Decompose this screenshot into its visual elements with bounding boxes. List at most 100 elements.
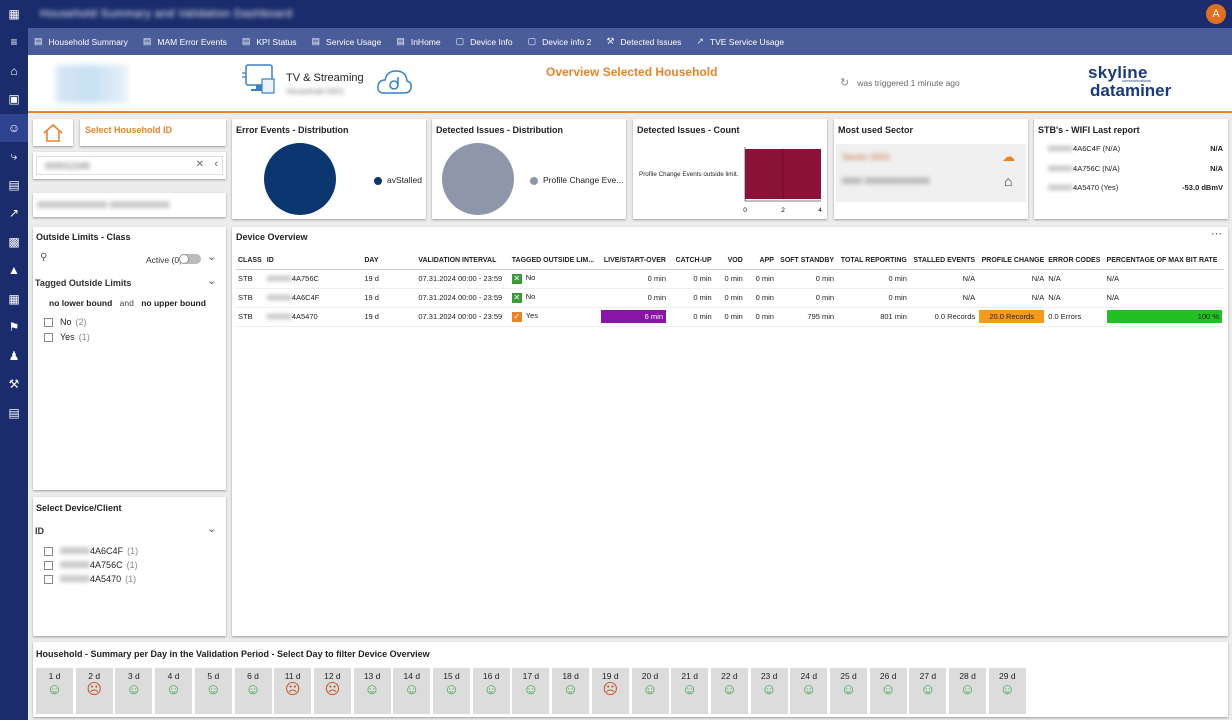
column-header[interactable]: CATCH-UP — [668, 252, 714, 270]
day-tile[interactable]: 16 d ☺ — [472, 668, 510, 714]
user-icon[interactable]: ☺ — [0, 113, 28, 142]
day-tile[interactable]: 5 d ☺ — [194, 668, 232, 714]
day-tile[interactable]: 13 d ☺ — [353, 668, 391, 714]
nav-label: MAM Error Events — [157, 36, 227, 47]
refresh-icon[interactable]: ↻ — [840, 77, 850, 89]
people-icon[interactable]: ♟ — [8, 348, 20, 363]
network-icon[interactable]: ⚑ — [8, 320, 20, 335]
checkbox[interactable] — [44, 318, 53, 328]
day-tile[interactable]: 3 d ☺ — [115, 668, 153, 714]
class-option[interactable]: No (2) — [44, 317, 90, 328]
checkbox[interactable] — [44, 561, 53, 571]
chevron-down-icon[interactable]: ⌄ — [207, 251, 217, 263]
column-header[interactable]: VALIDATION INTERVAL — [416, 252, 510, 270]
day-tile[interactable]: 20 d ☺ — [631, 668, 669, 714]
day-tile[interactable]: 24 d ☺ — [790, 668, 828, 714]
day-tile[interactable]: 4 d ☺ — [155, 668, 193, 714]
wrench-icon[interactable]: ⚒ — [8, 377, 20, 392]
nav-item-device-info[interactable]: ▢ Device Info — [456, 36, 513, 47]
cell-id: 0000004A6C4F — [264, 288, 363, 308]
nav-item-mam-error-events[interactable]: ▤ MAM Error Events — [143, 36, 227, 47]
chevron-down-icon[interactable]: ⌄ — [207, 275, 217, 287]
search-icon[interactable]: ⚲ — [40, 252, 48, 263]
clear-icon[interactable]: ✕ — [195, 159, 204, 170]
layout-icon[interactable]: ▦ — [8, 291, 20, 306]
column-header[interactable]: PERCENTAGE OF MAX BIT RATE — [1104, 252, 1224, 270]
nav-item-kpi-status[interactable]: ▤ KPI Status — [242, 36, 297, 47]
app-grid-icon[interactable]: ▦ — [8, 7, 20, 21]
menu-icon[interactable]: ≡ — [10, 35, 18, 50]
day-tile[interactable]: 27 d ☺ — [909, 668, 947, 714]
chevron-left-icon[interactable]: ‹ — [214, 158, 218, 170]
bar-chart-icon[interactable]: ▩ — [8, 234, 20, 249]
nav-item-inhome[interactable]: ▤ InHome — [396, 36, 440, 47]
select-household-button[interactable]: Select Household ID — [80, 119, 226, 146]
day-tile[interactable]: 2 d ☹ — [75, 668, 113, 714]
home-button[interactable] — [33, 119, 73, 146]
column-header[interactable]: VOD — [713, 252, 745, 270]
nav-item-service-usage[interactable]: ▤ Service Usage — [312, 36, 382, 47]
monitor-icon[interactable]: ▣ — [8, 92, 20, 107]
day-tile[interactable]: 19 d ☹ — [591, 668, 629, 714]
column-header[interactable]: LIVE/START-OVER — [599, 252, 668, 270]
day-tile[interactable]: 11 d ☹ — [274, 668, 312, 714]
day-tile[interactable]: 1 d ☺ — [36, 668, 73, 714]
area-chart-icon[interactable]: ▲ — [8, 263, 20, 278]
trend-icon[interactable]: ↗ — [8, 206, 20, 221]
day-tile[interactable]: 17 d ☺ — [512, 668, 550, 714]
day-tile[interactable]: 18 d ☺ — [552, 668, 590, 714]
table-row[interactable]: STB 0000004A6C4F 19 d 07.31.2024 00:00 - 23… — [236, 288, 1224, 308]
column-header[interactable]: DAY — [362, 252, 417, 270]
nav-item-detected-issues[interactable]: ⚒ Detected Issues — [606, 36, 681, 47]
column-header[interactable]: ID — [264, 252, 363, 270]
checkbox[interactable] — [44, 547, 53, 557]
smiley-happy-icon: ☺ — [126, 681, 142, 698]
class-option[interactable]: Yes (1) — [44, 332, 90, 343]
day-tile[interactable]: 6 d ☺ — [234, 668, 272, 714]
nav-item-device-info-2[interactable]: ▢ Device info 2 — [528, 36, 592, 47]
day-tile[interactable]: 21 d ☺ — [671, 668, 709, 714]
avatar[interactable]: A — [1206, 4, 1226, 24]
device-option[interactable]: 0000004A5470 (1) — [44, 574, 138, 585]
table-row[interactable]: STB 0000004A5470 19 d 07.31.2024 00:00 - 23… — [236, 307, 1224, 327]
share-icon[interactable]: ⤷ — [10, 148, 18, 163]
home-icon[interactable]: ⌂ — [10, 63, 18, 78]
day-tile[interactable]: 12 d ☹ — [313, 668, 351, 714]
day-tile[interactable]: 22 d ☺ — [710, 668, 748, 714]
column-header[interactable]: ERROR CODES — [1046, 252, 1105, 270]
day-tile[interactable]: 28 d ☺ — [949, 668, 987, 714]
column-header[interactable]: CLASS — [236, 252, 265, 270]
day-tile[interactable]: 23 d ☺ — [750, 668, 788, 714]
selected-household[interactable]: 00000000000000 000000000000 — [33, 193, 226, 217]
document-icon[interactable]: ▤ — [8, 405, 20, 420]
column-header[interactable]: STALLED EVENTS — [908, 252, 978, 270]
day-tile[interactable]: 25 d ☺ — [830, 668, 867, 714]
nav-item-tve-service-usage[interactable]: ↗ TVE Service Usage — [696, 36, 784, 47]
table-row[interactable]: STB 0000004A756C 19 d 07.31.2024 00:00 - 23… — [236, 269, 1224, 289]
column-header[interactable]: PROFILE CHANGE — [977, 252, 1047, 270]
day-tile[interactable]: 14 d ☺ — [393, 668, 431, 714]
active-toggle[interactable] — [179, 254, 201, 264]
column-header[interactable]: TOTAL REPORTING — [836, 252, 909, 270]
day-tile[interactable]: 15 d ☺ — [433, 668, 470, 714]
chevron-down-icon[interactable]: ⌄ — [207, 523, 217, 535]
more-icon[interactable]: ⋯ — [1211, 228, 1222, 240]
household-search-input[interactable]: 000012345 ✕ ‹ — [36, 156, 223, 175]
column-header[interactable]: APP — [744, 252, 776, 270]
column-header[interactable]: SOFT STANDBY — [775, 252, 837, 270]
device-option[interactable]: 0000004A6C4F (1) — [44, 546, 138, 557]
checkbox[interactable] — [44, 333, 53, 343]
day-tile[interactable]: 29 d ☺ — [988, 668, 1026, 714]
device-table: CLASS ID DAY VALIDATION INTERVAL TAGGED OUTS… — [236, 252, 1224, 327]
column-header[interactable]: TAGGED OUTSIDE LIM... — [509, 252, 600, 270]
smiley-happy-icon: ☺ — [443, 681, 460, 698]
nav-item-household-summary[interactable]: ▤ Household Summary — [34, 36, 128, 47]
day-tile[interactable]: 26 d ☺ — [869, 668, 907, 714]
checkbox[interactable] — [44, 575, 53, 585]
image-icon[interactable]: ▤ — [8, 177, 20, 192]
detected-dist-pie[interactable] — [442, 143, 514, 215]
device-option[interactable]: 0000004A756C (1) — [44, 560, 138, 571]
value: 795 min — [807, 312, 835, 321]
error-events-pie[interactable] — [264, 143, 336, 215]
nav-label: Device Info — [470, 36, 513, 47]
